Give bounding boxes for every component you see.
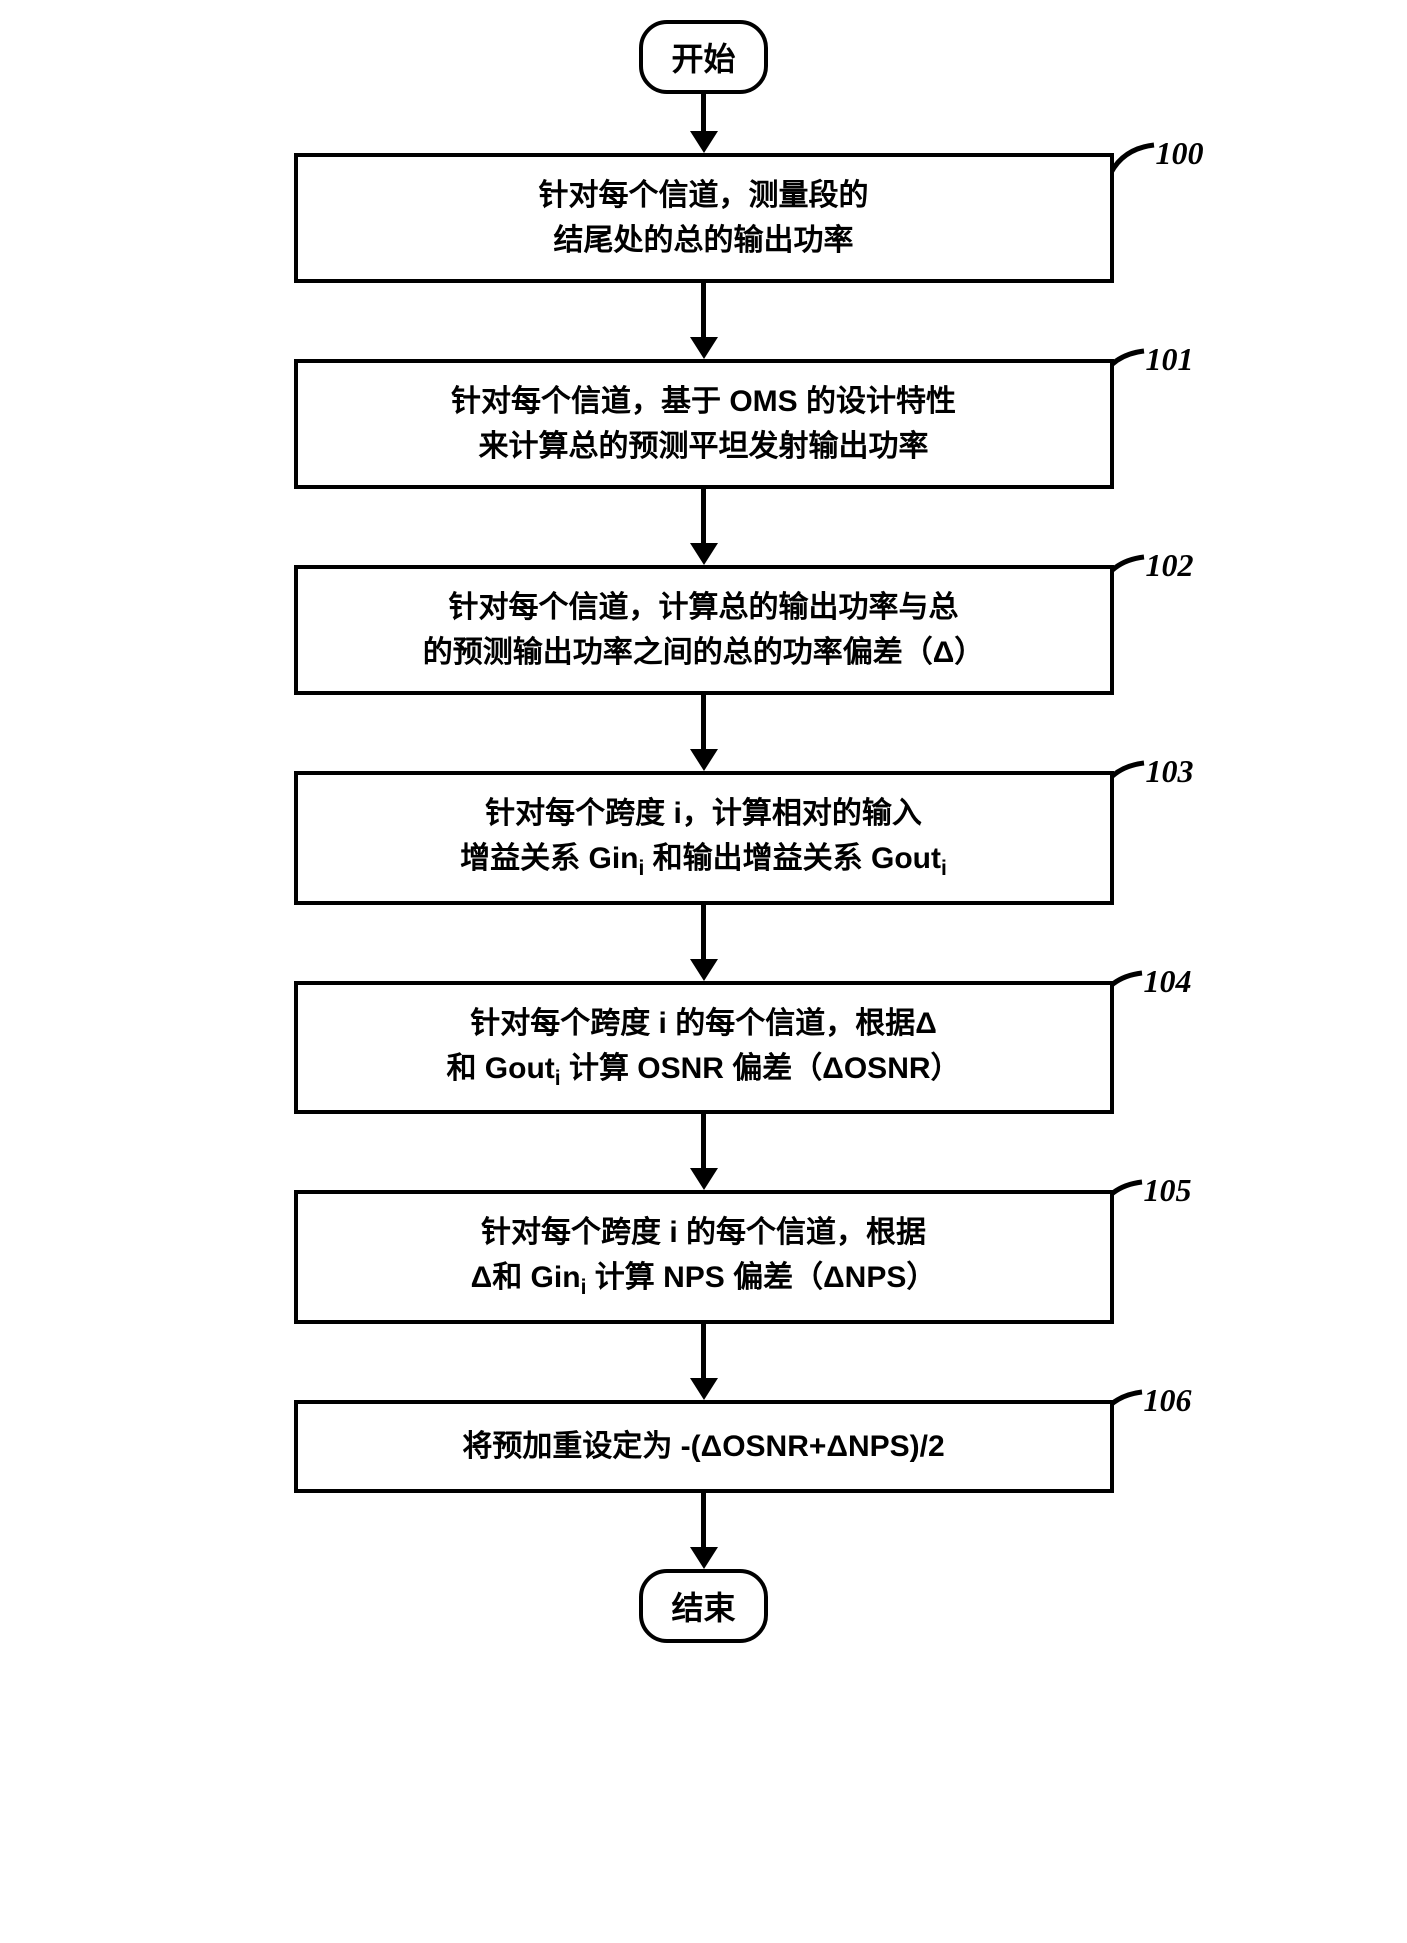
process-text: 增益关系 Gin — [460, 842, 638, 875]
process-text: 针对每个跨度 i 的每个信道，根据Δ — [470, 1007, 937, 1040]
process-text: 针对每个信道，计算总的输出功率与总 — [449, 591, 959, 624]
step-number-100: 100 — [1156, 135, 1204, 172]
end-label: 结束 — [671, 1590, 735, 1626]
step-wrap-105: 105 针对每个跨度 i 的每个信道，根据 Δ和 Gini 计算 NPS 偏差（… — [294, 1190, 1114, 1324]
process-box-106: 将预加重设定为 -(ΔOSNR+ΔNPS)/2 — [294, 1400, 1114, 1493]
step-wrap-104: 104 针对每个跨度 i 的每个信道，根据Δ 和 Gouti 计算 OSNR 偏… — [294, 981, 1114, 1115]
arrow-head — [690, 1378, 718, 1400]
arrow-line — [701, 905, 706, 960]
process-text: 针对每个信道，基于 OMS 的设计特性 — [451, 385, 956, 418]
step-number-106: 106 — [1144, 1382, 1192, 1419]
start-label: 开始 — [671, 41, 735, 77]
process-text: 针对每个信道，测量段的 — [539, 179, 869, 212]
arrow-line — [701, 283, 706, 338]
process-text: 结尾处的总的输出功率 — [554, 224, 854, 257]
process-text: 将预加重设定为 -(ΔOSNR+ΔNPS)/2 — [462, 1430, 944, 1463]
arrow-line — [701, 695, 706, 750]
arrow-head — [690, 543, 718, 565]
arrow-head — [690, 131, 718, 153]
process-box-104: 针对每个跨度 i 的每个信道，根据Δ 和 Gouti 计算 OSNR 偏差（ΔO… — [294, 981, 1114, 1115]
process-text: 计算 OSNR 偏差（ΔOSNR） — [561, 1052, 961, 1085]
arrow-line — [701, 1324, 706, 1379]
arrow — [690, 1114, 718, 1190]
arrow — [690, 1324, 718, 1400]
arrow-head — [690, 1168, 718, 1190]
process-box-103: 针对每个跨度 i，计算相对的输入 增益关系 Gini 和输出增益关系 Gouti — [294, 771, 1114, 905]
process-text: 计算 NPS 偏差（ΔNPS） — [586, 1261, 936, 1294]
process-text: 来计算总的预测平坦发射输出功率 — [479, 430, 929, 463]
arrow-head — [690, 1547, 718, 1569]
flowchart-container: 开始 100 针对每个信道，测量段的 结尾处的总的输出功率 101 针对每个信道… — [204, 20, 1204, 1643]
step-wrap-106: 106 将预加重设定为 -(ΔOSNR+ΔNPS)/2 — [294, 1400, 1114, 1493]
arrow — [690, 905, 718, 981]
arrow-head — [690, 337, 718, 359]
step-wrap-103: 103 针对每个跨度 i，计算相对的输入 增益关系 Gini 和输出增益关系 G… — [294, 771, 1114, 905]
arrow — [690, 283, 718, 359]
step-number-101: 101 — [1146, 341, 1194, 378]
arrow — [690, 94, 718, 153]
arrow — [690, 1493, 718, 1569]
arrow-line — [701, 1493, 706, 1548]
process-text: 的预测输出功率之间的总的功率偏差（Δ） — [423, 636, 985, 669]
process-text: 针对每个跨度 i，计算相对的输入 — [485, 797, 922, 830]
step-wrap-100: 100 针对每个信道，测量段的 结尾处的总的输出功率 — [294, 153, 1114, 283]
step-number-102: 102 — [1146, 547, 1194, 584]
arrow — [690, 695, 718, 771]
step-wrap-101: 101 针对每个信道，基于 OMS 的设计特性 来计算总的预测平坦发射输出功率 — [294, 359, 1114, 489]
step-number-103: 103 — [1146, 753, 1194, 790]
arrow-head — [690, 749, 718, 771]
end-terminal: 结束 — [639, 1569, 767, 1643]
step-wrap-102: 102 针对每个信道，计算总的输出功率与总 的预测输出功率之间的总的功率偏差（Δ… — [294, 565, 1114, 695]
process-text: Δ和 Gin — [471, 1261, 581, 1294]
process-text: 和 Gout — [446, 1052, 554, 1085]
start-terminal: 开始 — [639, 20, 767, 94]
process-box-100: 针对每个信道，测量段的 结尾处的总的输出功率 — [294, 153, 1114, 283]
arrow-head — [690, 959, 718, 981]
arrow-line — [701, 1114, 706, 1169]
process-box-105: 针对每个跨度 i 的每个信道，根据 Δ和 Gini 计算 NPS 偏差（ΔNPS… — [294, 1190, 1114, 1324]
process-box-101: 针对每个信道，基于 OMS 的设计特性 来计算总的预测平坦发射输出功率 — [294, 359, 1114, 489]
arrow-line — [701, 489, 706, 544]
subscript: i — [941, 857, 947, 880]
process-text: 针对每个跨度 i 的每个信道，根据 — [481, 1216, 926, 1249]
process-box-102: 针对每个信道，计算总的输出功率与总 的预测输出功率之间的总的功率偏差（Δ） — [294, 565, 1114, 695]
step-number-104: 104 — [1144, 963, 1192, 1000]
arrow-line — [701, 94, 706, 132]
process-text: 和输出增益关系 Gout — [644, 842, 941, 875]
step-number-105: 105 — [1144, 1172, 1192, 1209]
arrow — [690, 489, 718, 565]
